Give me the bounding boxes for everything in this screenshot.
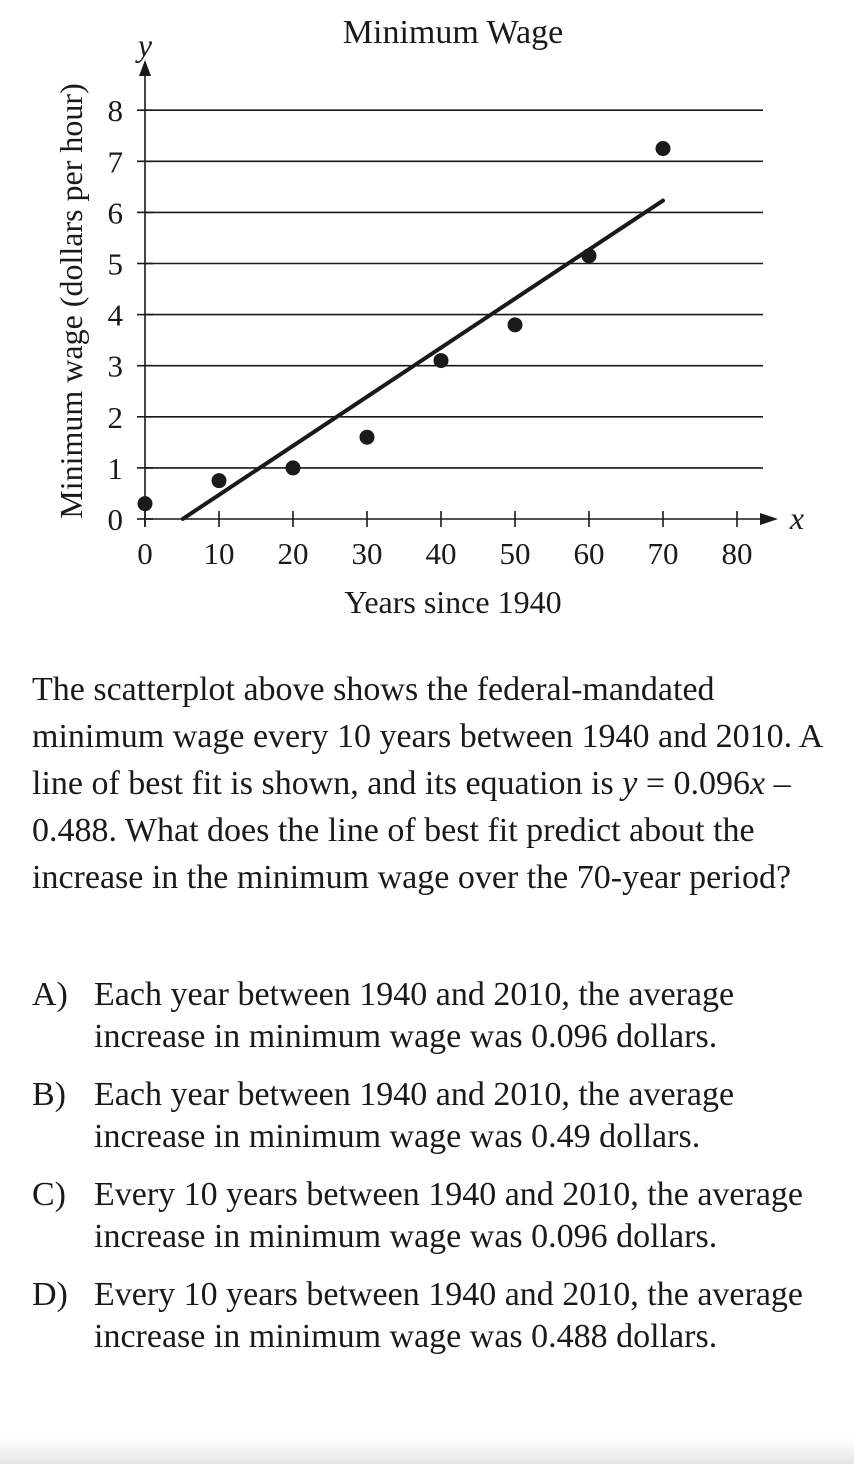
x-tick-label: 60 xyxy=(574,536,605,571)
choice-letter: A) xyxy=(32,976,68,1013)
data-point xyxy=(507,317,523,333)
choice-c[interactable]: C) Every 10 years between 1940 and 2010,… xyxy=(32,1174,838,1258)
x-tick-label: 40 xyxy=(426,536,457,571)
x-tick-label: 20 xyxy=(278,536,309,571)
choice-text: Each year between 1940 and 2010, the ave… xyxy=(94,976,735,1055)
y-tick-label: 7 xyxy=(108,144,124,179)
question-text: The scatterplot above shows the federal-… xyxy=(32,666,838,901)
choice-text: Every 10 years between 1940 and 2010, th… xyxy=(94,1176,804,1255)
answer-choices: A) Each year between 1940 and 2010, the … xyxy=(32,974,838,1374)
best-fit-line xyxy=(180,198,665,521)
data-point xyxy=(359,429,375,445)
x-tick-label: 80 xyxy=(722,536,753,571)
x-tick-label: 10 xyxy=(204,536,235,571)
choice-text: Every 10 years between 1940 and 2010, th… xyxy=(94,1276,804,1355)
bottom-shadow xyxy=(0,1438,854,1464)
choice-letter: B) xyxy=(32,1076,66,1113)
y-axis-label: Minimum wage (dollars per hour) xyxy=(53,83,89,518)
choice-text: Each year between 1940 and 2010, the ave… xyxy=(94,1076,735,1155)
y-tick-label: 8 xyxy=(108,93,124,128)
choice-d[interactable]: D) Every 10 years between 1940 and 2010,… xyxy=(32,1274,838,1358)
question-var-x: x xyxy=(750,765,766,802)
data-point xyxy=(211,473,227,489)
data-point xyxy=(285,460,301,476)
data-point xyxy=(137,496,153,512)
x-axis-label: Years since 1940 xyxy=(344,584,561,620)
y-tick-label: 3 xyxy=(108,349,124,384)
choice-a[interactable]: A) Each year between 1940 and 2010, the … xyxy=(32,974,838,1058)
y-tick-label: 4 xyxy=(108,298,124,333)
question-eq-mid: = 0.096 xyxy=(637,765,750,802)
choice-letter: C) xyxy=(32,1176,66,1213)
x-axis-arrow xyxy=(760,513,778,525)
question-var-y: y xyxy=(622,765,638,802)
data-point xyxy=(581,248,597,264)
data-point xyxy=(655,141,671,157)
data-point xyxy=(433,353,449,369)
y-tick-label: 1 xyxy=(108,451,124,486)
y-tick-label: 6 xyxy=(108,195,124,230)
question-eq-end: – 0.488. xyxy=(32,765,791,849)
choice-letter: D) xyxy=(32,1276,68,1313)
x-tick-label: 70 xyxy=(648,536,679,571)
y-tick-label: 0 xyxy=(108,502,124,537)
question-part2: What does the line of best fit predict a… xyxy=(32,812,792,896)
x-axis-letter: x xyxy=(789,500,804,536)
x-tick-label: 30 xyxy=(352,536,383,571)
y-tick-label: 5 xyxy=(108,247,124,282)
x-tick-label: 0 xyxy=(137,536,153,571)
question-part1: The scatterplot above shows the federal-… xyxy=(32,671,822,802)
chart-title: Minimum Wage xyxy=(343,14,563,51)
x-tick-label: 50 xyxy=(500,536,531,571)
y-tick-label: 2 xyxy=(108,400,124,435)
choice-b[interactable]: B) Each year between 1940 and 2010, the … xyxy=(32,1074,838,1158)
y-axis-arrow xyxy=(139,60,151,76)
y-axis-letter: y xyxy=(135,27,153,63)
